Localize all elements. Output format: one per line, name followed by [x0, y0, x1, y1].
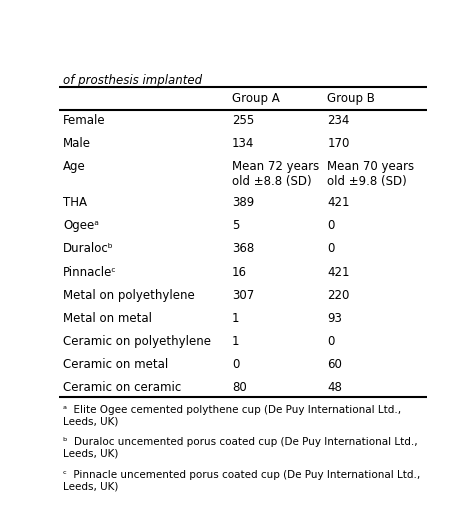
Text: 421: 421 [328, 196, 350, 209]
Text: 0: 0 [328, 335, 335, 348]
Text: 0: 0 [328, 219, 335, 232]
Text: 80: 80 [232, 381, 246, 394]
Text: ᶜ  Pinnacle uncemented porus coated cup (De Puy International Ltd.,
Leeds, UK): ᶜ Pinnacle uncemented porus coated cup (… [63, 470, 420, 492]
Text: ᵃ  Elite Ogee cemented polythene cup (De Puy International Ltd.,
Leeds, UK): ᵃ Elite Ogee cemented polythene cup (De … [63, 405, 401, 426]
Text: Metal on metal: Metal on metal [63, 312, 152, 325]
Text: Male: Male [63, 137, 91, 150]
Text: Duralocᵇ: Duralocᵇ [63, 242, 114, 255]
Text: 421: 421 [328, 266, 350, 279]
Text: 307: 307 [232, 289, 254, 301]
Text: Group B: Group B [328, 92, 375, 105]
Text: of prosthesis implanted: of prosthesis implanted [63, 74, 202, 87]
Text: ᵇ  Duraloc uncemented porus coated cup (De Puy International Ltd.,
Leeds, UK): ᵇ Duraloc uncemented porus coated cup (D… [63, 437, 418, 459]
Text: 255: 255 [232, 114, 254, 127]
Text: Ogeeᵃ: Ogeeᵃ [63, 219, 99, 232]
Text: 1: 1 [232, 312, 239, 325]
Text: Pinnacleᶜ: Pinnacleᶜ [63, 266, 117, 279]
Text: THA: THA [63, 196, 87, 209]
Text: 0: 0 [328, 242, 335, 255]
Text: Ceramic on polyethylene: Ceramic on polyethylene [63, 335, 211, 348]
Text: 389: 389 [232, 196, 254, 209]
Text: 60: 60 [328, 358, 342, 371]
Text: 0: 0 [232, 358, 239, 371]
Text: 368: 368 [232, 242, 254, 255]
Text: Ceramic on ceramic: Ceramic on ceramic [63, 381, 181, 394]
Text: Mean 70 years
old ±9.8 (SD): Mean 70 years old ±9.8 (SD) [328, 160, 415, 188]
Text: Metal on polyethylene: Metal on polyethylene [63, 289, 195, 301]
Text: 93: 93 [328, 312, 342, 325]
Text: 170: 170 [328, 137, 350, 150]
Text: Age: Age [63, 160, 86, 174]
Text: 48: 48 [328, 381, 342, 394]
Text: 1: 1 [232, 335, 239, 348]
Text: Group A: Group A [232, 92, 280, 105]
Text: 234: 234 [328, 114, 350, 127]
Text: 220: 220 [328, 289, 350, 301]
Text: 5: 5 [232, 219, 239, 232]
Text: Female: Female [63, 114, 106, 127]
Text: 16: 16 [232, 266, 247, 279]
Text: Mean 72 years
old ±8.8 (SD): Mean 72 years old ±8.8 (SD) [232, 160, 319, 188]
Text: Ceramic on metal: Ceramic on metal [63, 358, 168, 371]
Text: 134: 134 [232, 137, 254, 150]
